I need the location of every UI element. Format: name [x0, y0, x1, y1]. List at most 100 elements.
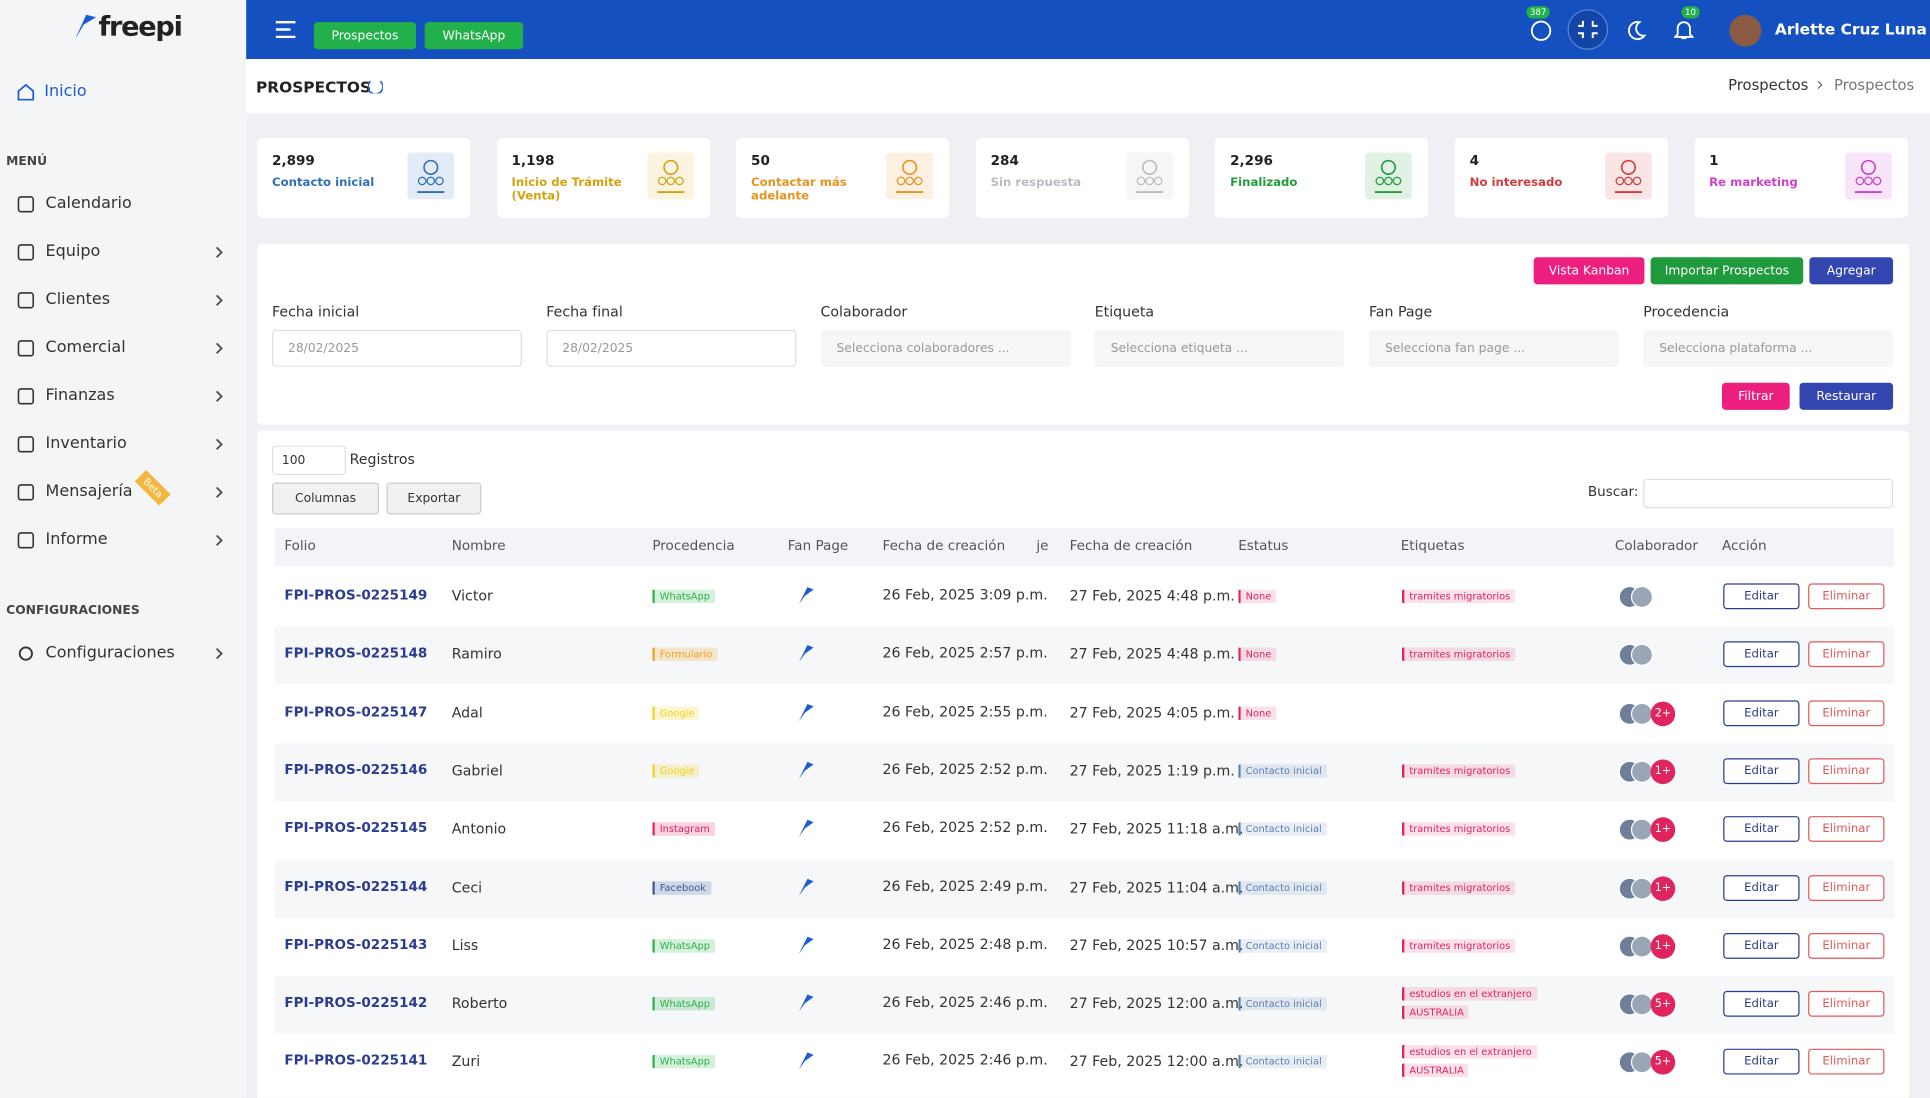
created-date: 26 Feb, 2025 2:46 p.m.: [882, 1051, 1048, 1069]
name: Roberto: [451, 994, 508, 1012]
delete-button[interactable]: Eliminar: [1808, 816, 1885, 843]
filter-placeholder: Selecciona fan page ...: [1384, 341, 1526, 356]
action-button[interactable]: Vista Kanban: [1533, 257, 1645, 285]
edit-button[interactable]: Editar: [1723, 874, 1800, 901]
folio[interactable]: FPI-PROS-0225142: [284, 994, 428, 1011]
menu-item[interactable]: Clientes: [45, 290, 111, 309]
stat-value: 2,899: [272, 152, 315, 169]
sidebar: freepi: [0, 0, 247, 1098]
breadcrumb-item: Prospectos: [1833, 76, 1915, 94]
filter-button[interactable]: Filtrar: [1721, 382, 1790, 410]
created-date: 26 Feb, 2025 2:46 p.m.: [882, 993, 1048, 1011]
export-button[interactable]: Exportar: [386, 482, 482, 515]
delete-button[interactable]: Eliminar: [1808, 990, 1885, 1017]
breadcrumb-separator: [1817, 80, 1823, 90]
name: Adal: [451, 703, 483, 721]
action-button[interactable]: Agregar: [1809, 257, 1894, 285]
fan-page-icon: [798, 1052, 814, 1071]
chevron: [216, 438, 223, 450]
columns-button[interactable]: Columnas: [272, 482, 380, 515]
created-date: 26 Feb, 2025 2:57 p.m.: [882, 644, 1048, 662]
created-date: 26 Feb, 2025 2:48 p.m.: [882, 935, 1048, 953]
menu-icon: [17, 244, 35, 261]
folio[interactable]: FPI-PROS-0225144: [284, 878, 428, 895]
edit-button[interactable]: Editar: [1723, 990, 1800, 1017]
folio[interactable]: FPI-PROS-0225149: [284, 587, 428, 604]
search-input[interactable]: [1643, 478, 1894, 509]
folio[interactable]: FPI-PROS-0225145: [284, 819, 428, 836]
stat-icon-glyph: [1375, 159, 1403, 193]
menu-item[interactable]: Informe: [45, 530, 108, 549]
avatar: [1729, 14, 1762, 47]
delete-button[interactable]: Eliminar: [1808, 641, 1885, 668]
filter-label: Colaborador: [820, 302, 908, 321]
delete-button[interactable]: Eliminar: [1808, 699, 1885, 726]
menu-item[interactable]: Comercial: [45, 338, 126, 357]
filter-label: Procedencia: [1643, 302, 1730, 321]
logo-icon: [75, 14, 97, 40]
chevron: [216, 342, 223, 354]
created-date: 27 Feb, 2025 12:00 a.m.: [1069, 1052, 1244, 1071]
menu-item[interactable]: Configuraciones: [45, 643, 175, 663]
filter-input[interactable]: 28/02/2025: [546, 329, 797, 367]
menu-item[interactable]: Inicio: [44, 82, 87, 101]
action-button[interactable]: Importar Prospectos: [1650, 257, 1804, 285]
breadcrumb-item[interactable]: Prospectos: [1728, 76, 1809, 94]
delete-button[interactable]: Eliminar: [1808, 874, 1885, 901]
name: Liss: [451, 936, 479, 954]
top-button[interactable]: WhatsApp: [424, 22, 524, 50]
name: Gabriel: [451, 761, 503, 780]
edit-button[interactable]: Editar: [1723, 932, 1800, 959]
menu-item[interactable]: Finanzas: [45, 386, 115, 405]
delete-button[interactable]: Eliminar: [1808, 758, 1885, 784]
menu-toggle[interactable]: [275, 20, 298, 39]
filter-input[interactable]: Selecciona etiqueta ...: [1094, 329, 1345, 367]
edit-button[interactable]: Editar: [1723, 758, 1800, 784]
delete-button[interactable]: Eliminar: [1808, 1049, 1885, 1076]
menu-item[interactable]: Mensajería: [45, 482, 133, 501]
page-size-select[interactable]: 100: [272, 445, 346, 476]
name: Ceci: [451, 878, 483, 896]
name: Antonio: [451, 819, 507, 838]
edit-button[interactable]: Editar: [1723, 699, 1800, 726]
collaborator-count: 5+: [1650, 992, 1676, 1017]
delete-button[interactable]: Eliminar: [1808, 583, 1885, 610]
folio[interactable]: FPI-PROS-0225143: [284, 936, 428, 953]
folio[interactable]: FPI-PROS-0225148: [284, 645, 428, 662]
delete-button[interactable]: Eliminar: [1808, 932, 1885, 959]
collaborator-count: 1+: [1650, 875, 1676, 901]
filter-input[interactable]: Selecciona colaboradores ...: [820, 329, 1071, 367]
filter-input[interactable]: Selecciona plataforma ...: [1643, 329, 1894, 367]
edit-button[interactable]: Editar: [1723, 583, 1800, 610]
edit-button[interactable]: Editar: [1723, 816, 1800, 843]
folio[interactable]: FPI-PROS-0225147: [284, 703, 428, 720]
created-date: 27 Feb, 2025 10:57 a.m.: [1069, 936, 1244, 954]
name: Victor: [451, 587, 493, 605]
filter-input[interactable]: Selecciona fan page ...: [1368, 329, 1619, 367]
user-name[interactable]: Arlette Cruz Luna: [1774, 19, 1927, 39]
folio[interactable]: FPI-PROS-0225141: [284, 1052, 428, 1069]
status-pill: None: [1238, 647, 1277, 662]
filter-placeholder: 28/02/2025: [288, 341, 359, 356]
filter-input[interactable]: 28/02/2025: [272, 329, 522, 367]
stat-value: 284: [990, 152, 1019, 169]
folio[interactable]: FPI-PROS-0225146: [284, 761, 428, 778]
fan-page-icon: [798, 936, 814, 954]
info-icon: [368, 80, 383, 94]
filter-button[interactable]: Restaurar: [1799, 382, 1894, 410]
column-header: Folio: [284, 537, 316, 554]
menu-item[interactable]: Equipo: [45, 242, 101, 261]
menu-item[interactable]: Inventario: [45, 434, 127, 453]
edit-button[interactable]: Editar: [1723, 1049, 1800, 1076]
created-date: 26 Feb, 2025 2:49 p.m.: [882, 876, 1048, 895]
page-header: PROSPECTOS Prospectos Prospectos: [246, 59, 1930, 114]
created-date: 27 Feb, 2025 1:19 p.m.: [1069, 761, 1235, 780]
column-header: Fan Page: [787, 537, 849, 554]
top-button[interactable]: Prospectos: [313, 22, 417, 50]
menu-item[interactable]: Calendario: [45, 194, 132, 213]
edit-button[interactable]: Editar: [1723, 641, 1800, 668]
status-pill: None: [1238, 706, 1277, 720]
tag-pill: AUSTRALIA: [1401, 1063, 1469, 1078]
